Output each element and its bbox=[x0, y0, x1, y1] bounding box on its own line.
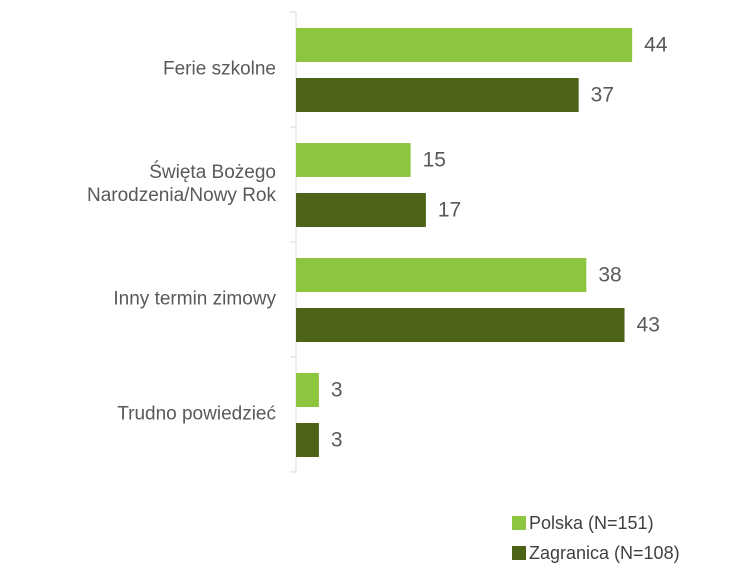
value-label: 43 bbox=[637, 314, 660, 337]
category-label: Ferie szkolne bbox=[163, 59, 276, 80]
bar bbox=[296, 258, 587, 292]
bar bbox=[296, 78, 579, 112]
legend-swatch bbox=[512, 516, 526, 530]
bar bbox=[296, 193, 426, 227]
legend-label: Zagranica (N=108) bbox=[529, 543, 680, 563]
legend-swatch bbox=[512, 546, 526, 560]
value-label: 3 bbox=[331, 379, 343, 402]
value-label: 17 bbox=[438, 199, 461, 222]
value-label: 37 bbox=[591, 84, 614, 107]
bar bbox=[296, 28, 633, 62]
value-label: 44 bbox=[644, 34, 668, 57]
value-label: 15 bbox=[423, 149, 446, 172]
bar bbox=[296, 143, 411, 177]
category-label: Święta Bożego Narodzenia/Nowy Rok bbox=[87, 161, 277, 206]
value-label: 38 bbox=[598, 264, 621, 287]
legend-label: Polska (N=151) bbox=[529, 513, 654, 533]
value-label: 3 bbox=[331, 429, 343, 452]
category-label: Inny termin zimowy bbox=[113, 289, 276, 310]
bar bbox=[296, 423, 319, 457]
bar bbox=[296, 308, 625, 342]
bar bbox=[296, 373, 319, 407]
category-label: Trudno powiedzieć bbox=[117, 404, 276, 425]
